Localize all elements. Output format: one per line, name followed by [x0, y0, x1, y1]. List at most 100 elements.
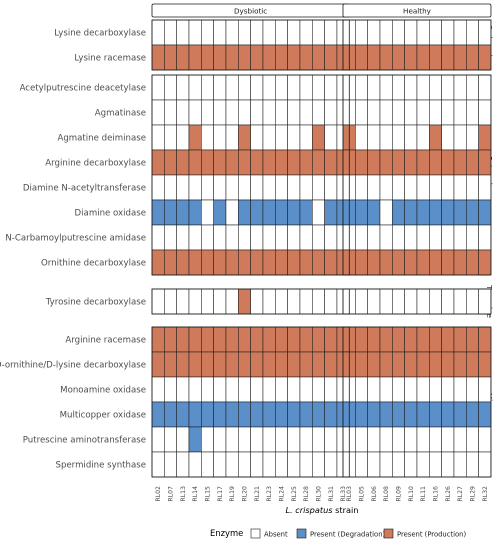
- heatmap-cell: [429, 376, 442, 403]
- heatmap-cell: [441, 401, 455, 428]
- heatmap-cell: [392, 149, 405, 176]
- x-tick-label: RL15: [204, 486, 211, 502]
- heatmap-cell: [238, 174, 251, 201]
- heatmap-cell: [188, 74, 202, 101]
- y-tick-label: Agmatine deiminase: [57, 134, 146, 144]
- x-tick-label: RL23: [266, 486, 273, 502]
- legend-swatch: [296, 528, 307, 539]
- heatmap-cell: [367, 351, 381, 378]
- heatmap-cell: [478, 174, 492, 201]
- heatmap-cell: [478, 351, 492, 378]
- heatmap-cell: [379, 326, 393, 353]
- panel-border: [342, 326, 492, 478]
- heatmap-cell: [355, 174, 368, 201]
- heatmap-cell: [176, 249, 190, 276]
- heatmap-cell: [299, 326, 313, 353]
- heatmap-cell: [299, 74, 313, 101]
- x-tick-label: RL02: [155, 486, 162, 502]
- heatmap-cell: [367, 401, 381, 428]
- heatmap-cell: [238, 401, 251, 428]
- heatmap-cell: [324, 174, 338, 201]
- legend-label: Absent: [264, 531, 288, 539]
- heatmap-cell: [312, 174, 325, 201]
- heatmap-cell: [176, 376, 190, 403]
- heatmap-cell: [367, 74, 381, 101]
- heatmap-cell: [238, 124, 251, 151]
- heatmap-cell: [299, 401, 313, 428]
- heatmap-cell: [176, 351, 190, 378]
- heatmap-cell: [275, 149, 288, 176]
- heatmap-cell: [416, 99, 430, 126]
- heatmap-cell: [250, 174, 264, 201]
- heatmap-cell: [312, 99, 325, 126]
- heatmap-cell: [441, 74, 455, 101]
- heatmap-cell: [453, 19, 467, 46]
- heatmap-cell: [478, 224, 492, 251]
- heatmap-cell: [392, 249, 405, 276]
- heatmap-cell: [262, 44, 276, 71]
- heatmap-cell: [441, 249, 455, 276]
- heatmap-cell: [416, 19, 430, 46]
- heatmap-cell: [355, 99, 368, 126]
- heatmap-cell: [225, 451, 239, 478]
- heatmap-cell: [213, 351, 227, 378]
- x-tick-label: RL17: [217, 486, 224, 502]
- heatmap-cell: [441, 124, 455, 151]
- heatmap-cell: [355, 401, 368, 428]
- heatmap-cell: [404, 426, 418, 453]
- heatmap-cell: [151, 351, 165, 378]
- heatmap-cell: [404, 174, 418, 201]
- heatmap-cell: [250, 19, 264, 46]
- heatmap-cell: [429, 174, 442, 201]
- heatmap-cell: [453, 351, 467, 378]
- panel-border: [342, 19, 492, 71]
- heatmap-cell: [275, 44, 288, 71]
- heatmap-cell: [453, 426, 467, 453]
- heatmap-cell: [201, 426, 214, 453]
- y-tick-label: N-Carbamoylputrescine amidase: [5, 234, 146, 244]
- heatmap-cell: [188, 44, 202, 71]
- heatmap-cell: [176, 149, 190, 176]
- heatmap-cell: [404, 124, 418, 151]
- heatmap-cell: [213, 401, 227, 428]
- heatmap-cell: [466, 74, 479, 101]
- heatmap-cell: [312, 451, 325, 478]
- heatmap-cell: [250, 288, 264, 315]
- heatmap-cell: [201, 351, 214, 378]
- x-tick-label: RL20: [241, 486, 248, 502]
- heatmap-cell: [367, 249, 381, 276]
- heatmap-cell: [201, 376, 214, 403]
- heatmap-cell: [379, 288, 393, 315]
- heatmap-cell: [324, 401, 338, 428]
- heatmap-cell: [238, 426, 251, 453]
- heatmap-cell: [416, 124, 430, 151]
- heatmap-cell: [299, 19, 313, 46]
- heatmap-cell: [453, 249, 467, 276]
- heatmap-cell: [379, 351, 393, 378]
- heatmap-cell: [238, 224, 251, 251]
- heatmap-cell: [238, 288, 251, 315]
- heatmap-cell: [478, 249, 492, 276]
- heatmap-cell: [324, 74, 338, 101]
- heatmap-cell: [188, 19, 202, 46]
- x-tick-label: RL13: [180, 486, 187, 502]
- heatmap-cell: [151, 401, 165, 428]
- heatmap-cell: [164, 224, 177, 251]
- heatmap-cell: [262, 19, 276, 46]
- heatmap-cell: [238, 19, 251, 46]
- heatmap-cell: [392, 326, 405, 353]
- heatmap-cell: [225, 174, 239, 201]
- heatmap-cell: [466, 124, 479, 151]
- heatmap-cell: [164, 326, 177, 353]
- heatmap-cell: [176, 326, 190, 353]
- y-tick-label: Acetylputrescine deacetylase: [20, 84, 146, 94]
- heatmap-cell: [379, 199, 393, 226]
- heatmap-cell: [201, 288, 214, 315]
- heatmap-cell: [441, 99, 455, 126]
- y-tick-label: Diamine oxidase: [75, 209, 146, 219]
- heatmap-cell: [429, 99, 442, 126]
- heatmap-cell: [466, 376, 479, 403]
- heatmap-cell: [225, 376, 239, 403]
- heatmap-cell: [201, 199, 214, 226]
- heatmap-cell: [416, 149, 430, 176]
